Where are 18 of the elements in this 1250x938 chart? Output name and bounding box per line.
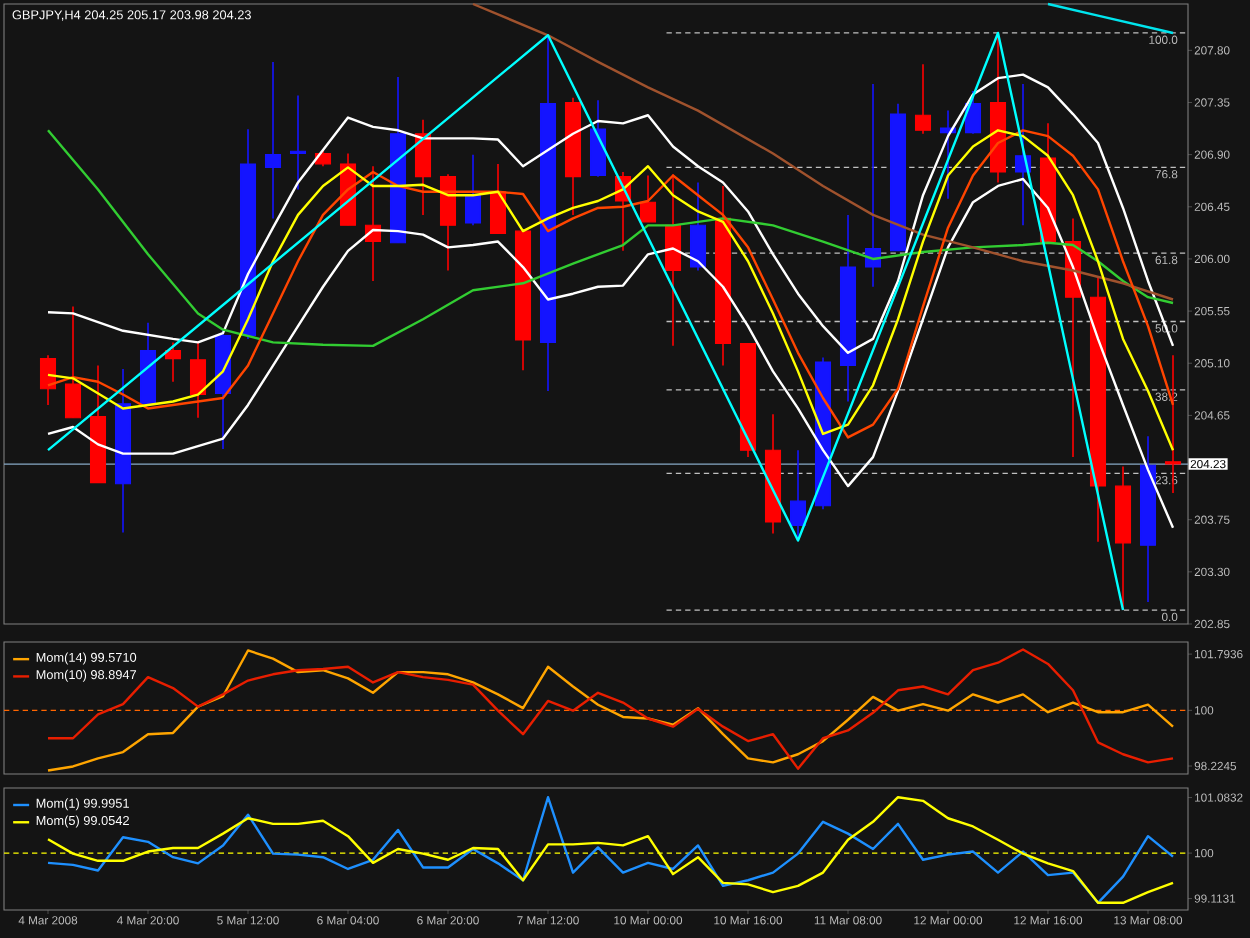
candlestick xyxy=(914,63,932,135)
line-series xyxy=(46,177,1175,530)
candlestick xyxy=(639,174,657,223)
line-series xyxy=(471,2,1175,301)
candlestick xyxy=(789,449,807,542)
line-series xyxy=(46,31,1125,612)
candlestick xyxy=(464,153,482,227)
candlestick xyxy=(189,341,207,419)
candlestick xyxy=(964,90,982,135)
line-series xyxy=(46,129,1175,348)
candlestick xyxy=(164,341,182,383)
candlestick xyxy=(689,181,707,272)
candlestick xyxy=(589,99,607,178)
candlestick xyxy=(264,61,282,220)
candlestick xyxy=(489,163,507,235)
candlestick xyxy=(664,173,682,347)
candlestick xyxy=(289,94,307,191)
candlestick xyxy=(64,305,82,419)
